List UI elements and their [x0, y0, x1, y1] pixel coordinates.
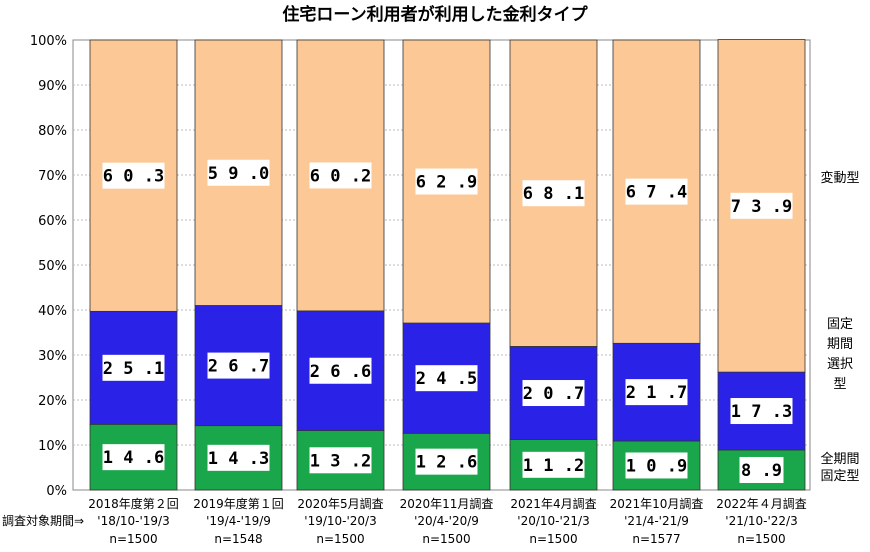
data-label-box	[309, 447, 372, 474]
x-category-label: 2020年5月調査	[297, 497, 383, 511]
data-label-box	[522, 380, 585, 407]
data-label-box	[730, 192, 793, 219]
data-label-box	[309, 162, 372, 189]
x-period-label: '19/10-'20/3	[304, 514, 376, 528]
data-label: 7 3 .9	[731, 197, 792, 217]
data-label-box	[309, 357, 372, 384]
data-label-box	[207, 352, 270, 379]
x-n-label: n=1577	[632, 532, 680, 546]
legend-label: 選択	[827, 357, 853, 372]
data-label: 5 9 .0	[208, 164, 269, 184]
x-category-label: 2022年４月調査	[716, 497, 807, 511]
x-n-label: n=1500	[109, 532, 157, 546]
data-label-box	[415, 168, 478, 195]
y-tick-label: 10%	[38, 439, 67, 454]
data-label-box	[739, 456, 784, 483]
x-category-label: 2021年4月調査	[510, 497, 596, 511]
x-period-label: '21/10-'22/3	[725, 514, 797, 528]
data-label-box	[625, 178, 688, 205]
period-label: 調査対象期間⇒	[2, 514, 84, 528]
data-label: 2 6 .7	[208, 357, 269, 377]
data-label: 6 0 .3	[103, 167, 164, 187]
x-category-label: 2018年度第２回	[88, 496, 179, 511]
data-label-box	[207, 159, 270, 186]
legend-label: 全期間	[820, 451, 859, 467]
y-tick-label: 70%	[38, 169, 67, 184]
data-label-box	[730, 398, 793, 425]
legend-label: 期間	[827, 337, 853, 352]
data-label: 2 6 .6	[310, 362, 371, 382]
data-label: 2 0 .7	[523, 384, 584, 404]
chart-title: 住宅ローン利用者が利用した金利タイプ	[282, 4, 588, 25]
y-tick-label: 80%	[38, 124, 67, 139]
y-tick-label: 50%	[38, 259, 67, 274]
y-tick-label: 40%	[38, 304, 67, 319]
data-label: 6 7 .4	[626, 183, 687, 203]
data-label-box	[102, 354, 165, 381]
y-tick-label: 100%	[30, 34, 67, 49]
data-label: 2 1 .7	[626, 383, 687, 403]
x-n-label: n=1500	[529, 532, 577, 546]
data-label: 1 1 .2	[523, 456, 584, 476]
y-tick-label: 90%	[38, 79, 67, 94]
x-n-label: n=1500	[422, 532, 470, 546]
data-label: 6 8 .1	[523, 184, 584, 204]
data-label: 6 2 .9	[416, 173, 477, 193]
data-label-box	[625, 452, 688, 479]
x-category-label: 2019年度第１回	[193, 496, 284, 511]
y-tick-label: 30%	[38, 349, 67, 364]
data-label: 2 5 .1	[103, 359, 164, 379]
x-period-label: '21/4-'21/9	[624, 514, 689, 528]
legend-label: 固定	[827, 317, 853, 332]
y-tick-label: 20%	[38, 394, 67, 409]
data-label: 1 7 .3	[731, 402, 792, 422]
data-label-box	[522, 451, 585, 478]
data-label-box	[522, 180, 585, 207]
data-label-box	[102, 444, 165, 471]
legend-label: 変動型	[820, 170, 859, 186]
legend-label: 固定型	[820, 469, 859, 484]
data-label-box	[625, 379, 688, 406]
x-category-label: 2020年11月調査	[400, 497, 494, 511]
x-period-label: '18/10-'19/3	[97, 514, 169, 528]
data-label-box	[207, 444, 270, 471]
data-label: 1 4 .6	[103, 448, 164, 468]
data-label: 1 3 .2	[310, 451, 371, 471]
data-label: 1 2 .6	[416, 453, 477, 473]
x-n-label: n=1500	[737, 532, 785, 546]
data-label: 1 0 .9	[626, 456, 687, 476]
x-n-label: n=1500	[316, 532, 364, 546]
x-period-label: '20/4-'20/9	[414, 514, 479, 528]
data-label: 6 0 .2	[310, 166, 371, 186]
y-tick-label: 0%	[46, 484, 67, 499]
legend-label: 型	[833, 377, 846, 392]
data-label: 2 4 .5	[416, 369, 477, 389]
x-category-label: 2021年10月調査	[610, 497, 704, 511]
x-period-label: '20/10-'21/3	[517, 514, 589, 528]
x-period-label: '19/4-'19/9	[206, 514, 271, 528]
data-label-box	[415, 448, 478, 475]
data-label: 8 .9	[741, 461, 782, 481]
data-label-box	[102, 162, 165, 189]
data-label-box	[415, 365, 478, 392]
data-label: 1 4 .3	[208, 449, 269, 469]
x-n-label: n=1548	[214, 532, 262, 546]
y-tick-label: 60%	[38, 214, 67, 229]
